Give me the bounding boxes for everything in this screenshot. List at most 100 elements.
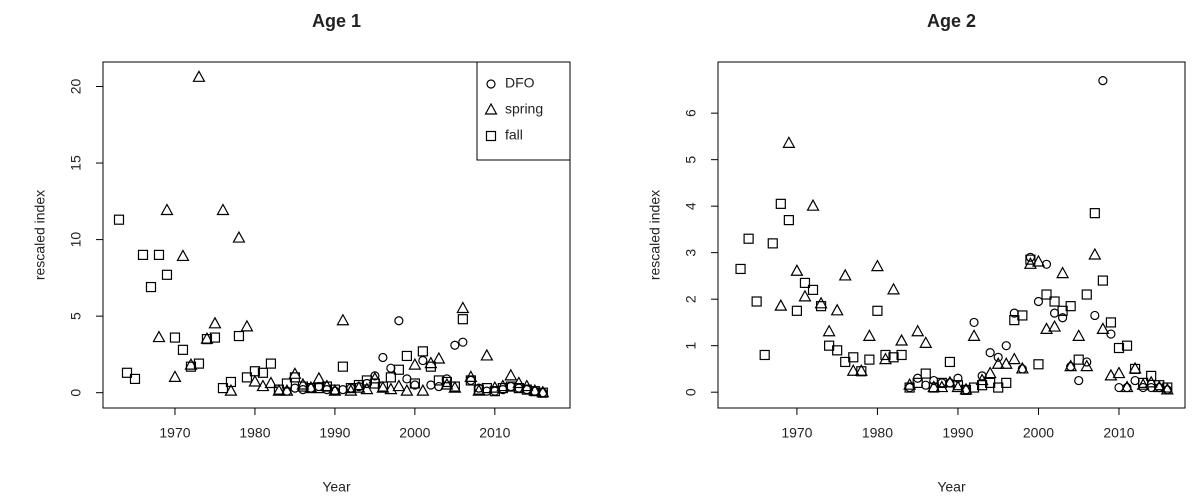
- point: [1041, 289, 1052, 300]
- point: [312, 371, 326, 384]
- point: [497, 382, 508, 394]
- point: [402, 374, 412, 384]
- y-tick-label: 2: [683, 295, 699, 303]
- point: [129, 373, 141, 385]
- point: [336, 313, 350, 326]
- point: [208, 316, 222, 329]
- point: [344, 383, 358, 396]
- x-tick-label: 2010: [479, 425, 510, 441]
- point: [232, 230, 246, 243]
- point: [1001, 377, 1012, 388]
- point: [329, 384, 341, 395]
- point: [386, 363, 396, 373]
- legend-label: fall: [505, 127, 523, 143]
- point: [1105, 317, 1117, 328]
- point: [297, 381, 309, 392]
- point: [305, 382, 317, 394]
- point: [1112, 366, 1126, 379]
- point: [815, 301, 827, 312]
- point: [360, 382, 374, 395]
- point: [864, 354, 875, 365]
- legend-symbol: [486, 79, 496, 89]
- point: [337, 361, 348, 372]
- point: [426, 380, 436, 390]
- point: [352, 380, 366, 393]
- point: [280, 383, 294, 396]
- point: [145, 281, 157, 293]
- point: [1130, 375, 1140, 386]
- point: [1031, 254, 1045, 267]
- point: [113, 214, 125, 225]
- point: [1058, 313, 1068, 323]
- point: [513, 382, 524, 394]
- point: [313, 382, 325, 394]
- point: [321, 381, 333, 392]
- point: [751, 296, 762, 307]
- y-tick-label: 15: [68, 155, 84, 171]
- point: [361, 375, 372, 386]
- point: [1001, 341, 1011, 351]
- point: [870, 259, 884, 272]
- point: [457, 314, 468, 325]
- point: [911, 324, 925, 337]
- point: [217, 382, 229, 394]
- point: [225, 376, 237, 388]
- legend-label: spring: [505, 101, 543, 117]
- legend-box: [476, 61, 571, 161]
- point: [856, 366, 867, 377]
- point: [1097, 275, 1108, 286]
- point: [1098, 76, 1108, 86]
- point: [1025, 254, 1036, 265]
- point: [1080, 359, 1094, 372]
- point: [903, 377, 917, 390]
- point: [1120, 380, 1134, 393]
- point: [1136, 377, 1150, 390]
- plot-box: [717, 61, 1186, 409]
- point: [872, 305, 883, 316]
- point: [416, 383, 430, 396]
- x-axis-title: Year: [937, 479, 966, 495]
- point: [448, 380, 462, 393]
- point: [1146, 370, 1157, 382]
- point: [169, 332, 181, 343]
- point: [1017, 310, 1028, 321]
- point: [345, 382, 356, 394]
- point: [1088, 247, 1102, 260]
- point: [504, 368, 518, 381]
- point: [177, 344, 189, 355]
- point: [1144, 375, 1158, 388]
- point: [1039, 322, 1054, 335]
- point: [895, 333, 909, 346]
- x-tick-label: 1980: [862, 425, 893, 441]
- point: [1033, 296, 1044, 307]
- point: [249, 366, 261, 377]
- point: [838, 268, 852, 281]
- point: [807, 284, 819, 295]
- point: [1121, 340, 1133, 351]
- point: [1089, 208, 1100, 219]
- point: [417, 346, 428, 357]
- point: [888, 352, 899, 363]
- x-axis-title: Year: [322, 479, 351, 495]
- point: [1138, 377, 1149, 388]
- point: [369, 378, 380, 389]
- point: [1015, 361, 1029, 374]
- point: [1007, 352, 1021, 365]
- point: [481, 382, 492, 394]
- point: [767, 238, 778, 249]
- chart-title: Age 2: [927, 11, 976, 31]
- point: [512, 376, 526, 389]
- point: [983, 366, 997, 379]
- point: [993, 352, 1003, 362]
- point: [775, 198, 786, 209]
- point: [799, 277, 811, 289]
- point: [798, 289, 812, 302]
- point: [969, 317, 979, 328]
- point: [887, 282, 901, 295]
- point: [248, 374, 262, 387]
- point: [1049, 308, 1060, 318]
- point: [936, 377, 947, 388]
- point: [806, 198, 820, 211]
- y-tick-label: 3: [683, 249, 699, 257]
